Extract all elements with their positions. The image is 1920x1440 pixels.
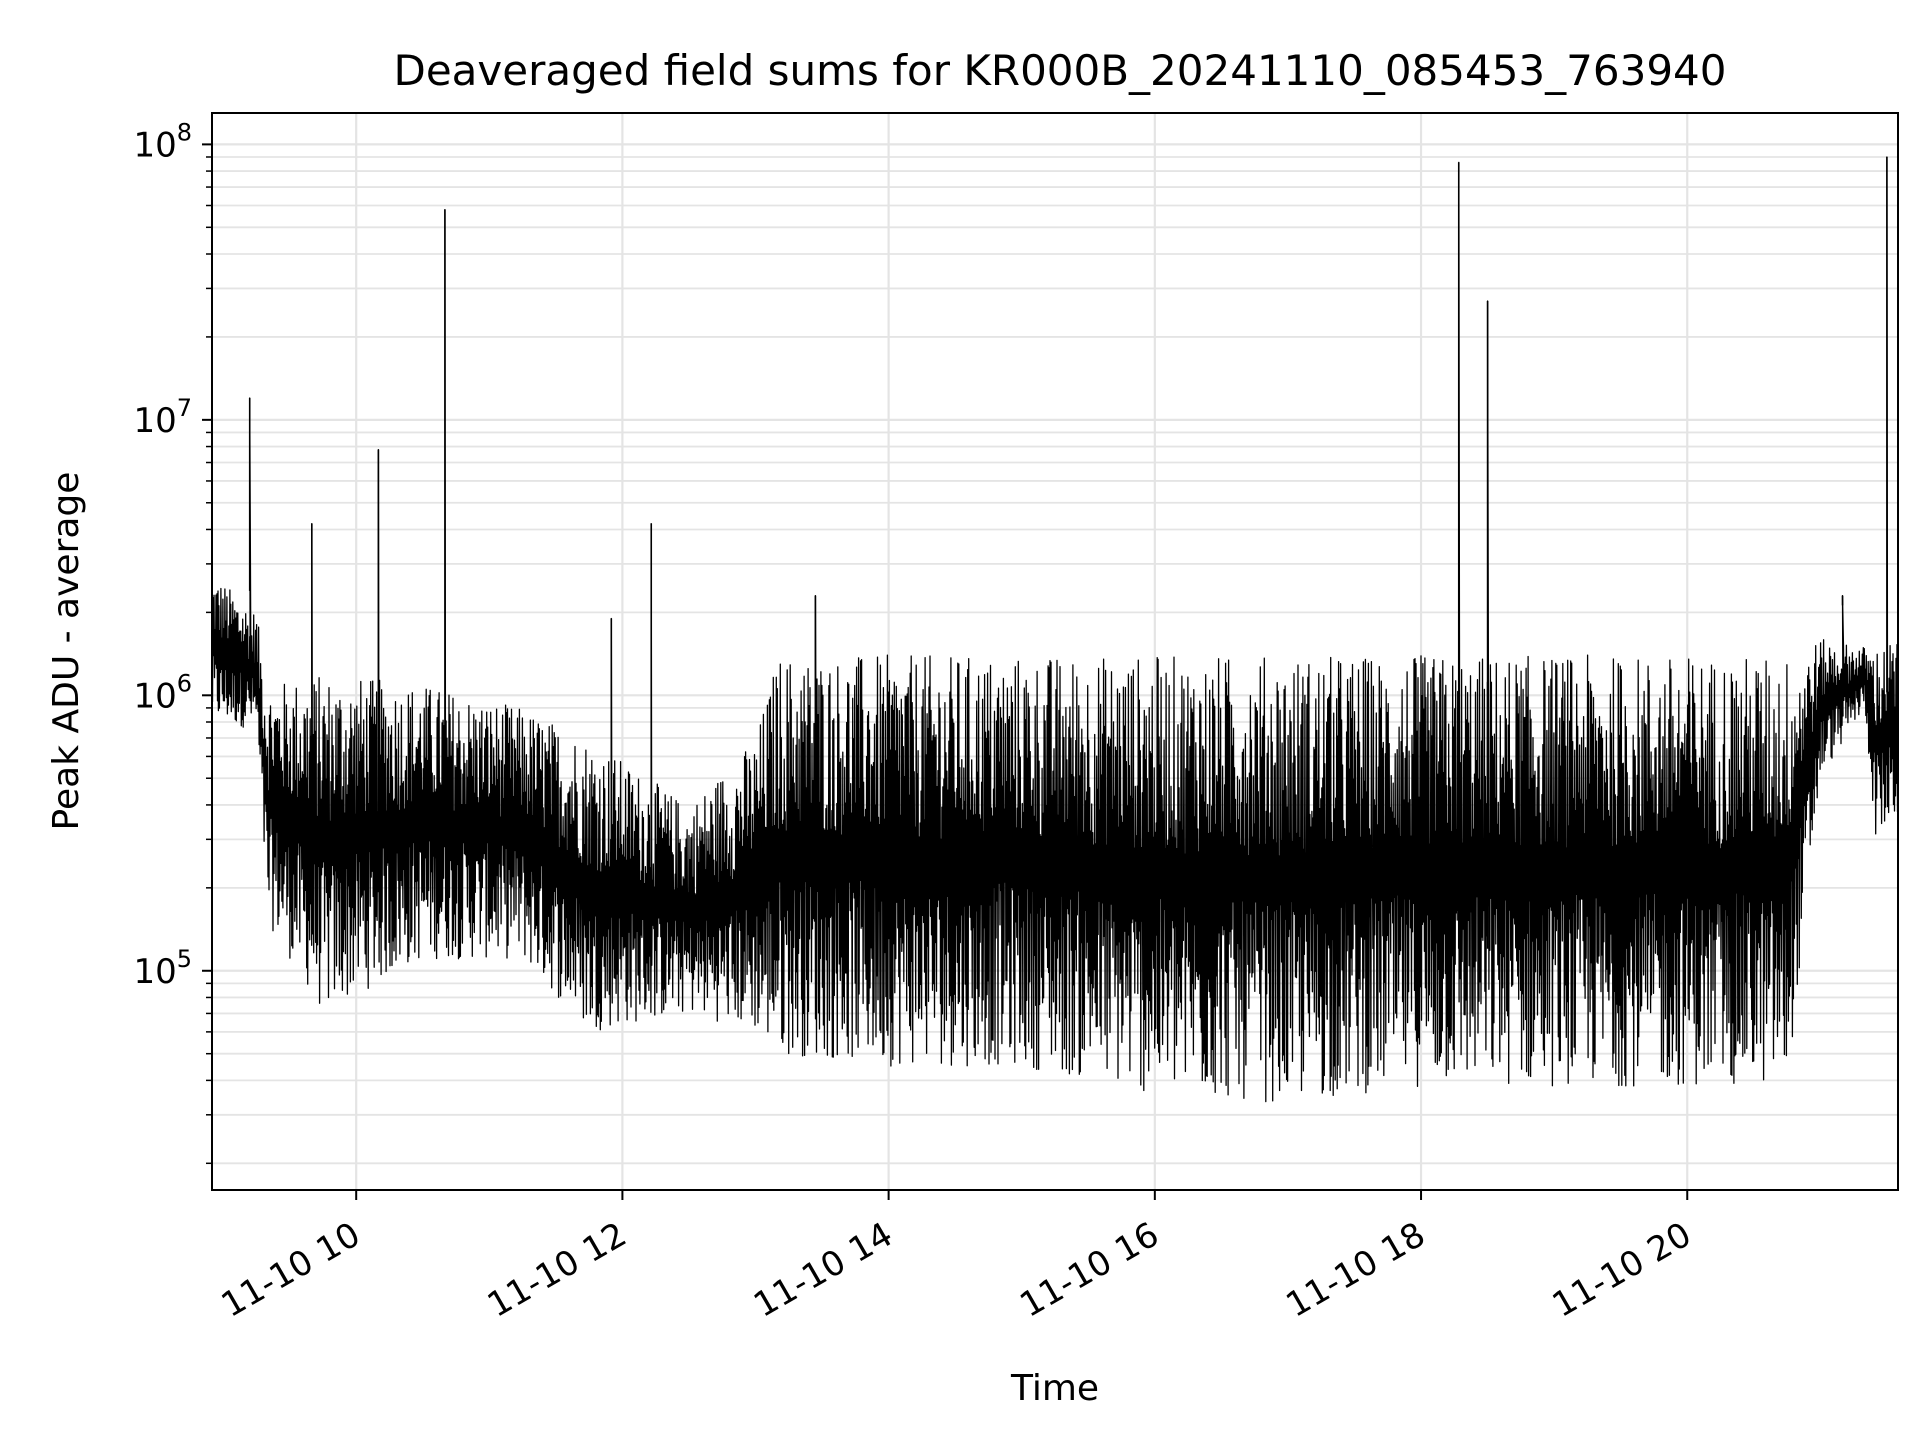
y-tick-base: 10 — [133, 401, 176, 441]
x-axis-label: Time — [1010, 1368, 1099, 1409]
series-line — [212, 156, 1898, 1103]
y-tick-label: 108 — [133, 118, 192, 165]
y-tick-exponent: 7 — [177, 394, 192, 422]
y-tick-label: 107 — [133, 394, 192, 441]
chart-title: Deaveraged field sums for KR000B_2024111… — [394, 46, 1727, 95]
y-tick-exponent: 6 — [177, 669, 192, 697]
y-tick-base: 10 — [133, 676, 176, 716]
y-tick-label: 106 — [133, 669, 192, 716]
series-layer — [212, 156, 1898, 1103]
y-tick-exponent: 8 — [177, 118, 192, 146]
y-tick-exponent: 5 — [177, 945, 192, 973]
y-axis-label: Peak ADU - average — [46, 472, 87, 831]
plot-frame — [211, 112, 1899, 1191]
y-tick-base: 10 — [133, 952, 176, 992]
y-tick-label: 105 — [133, 945, 192, 992]
y-tick-base: 10 — [133, 125, 176, 165]
